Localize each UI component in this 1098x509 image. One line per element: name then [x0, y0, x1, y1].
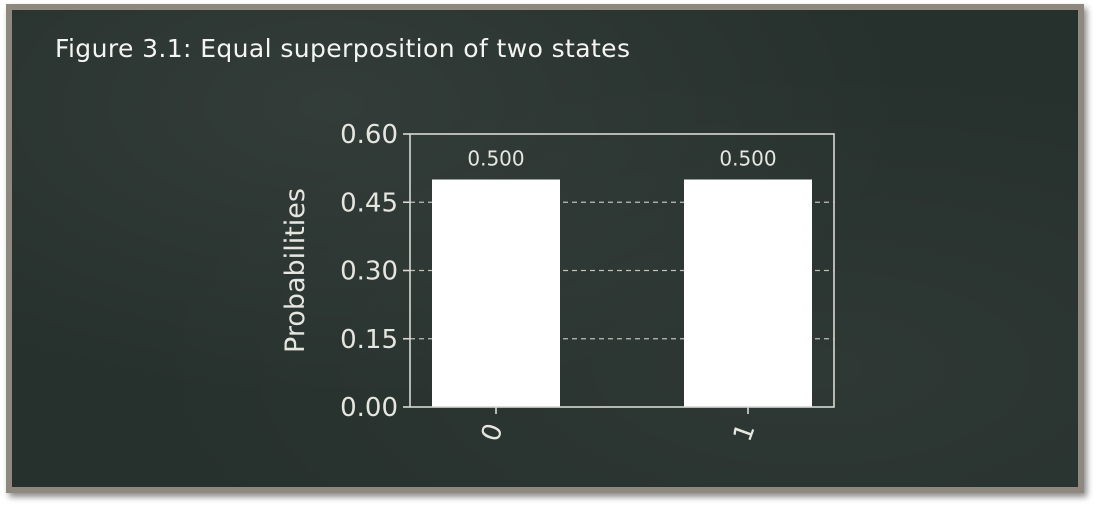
- bars: [432, 179, 812, 407]
- bar-1: [684, 179, 812, 407]
- chalkboard-frame: Figure 3.1: Equal superposition of two s…: [6, 4, 1084, 493]
- bar-value-labels: 0.500 0.500: [467, 147, 776, 171]
- y-tick-label: 0.00: [340, 393, 398, 423]
- y-tick-label: 0.45: [340, 188, 398, 218]
- bar-value-label: 0.500: [467, 147, 524, 171]
- bar-0: [432, 179, 560, 407]
- x-tick-label: 0: [476, 420, 510, 446]
- y-tick-label: 0.15: [340, 325, 398, 355]
- chalkboard: Figure 3.1: Equal superposition of two s…: [12, 10, 1078, 487]
- y-tick-label: 0.30: [340, 257, 398, 287]
- y-ticks: 0.00 0.15 0.30 0.45 0.60: [340, 120, 410, 423]
- y-axis-label: Probabilities: [280, 188, 311, 353]
- figure-caption: Figure 3.1: Equal superposition of two s…: [55, 34, 631, 63]
- y-tick-label: 0.60: [340, 120, 398, 150]
- x-tick-label: 1: [728, 420, 762, 446]
- bar-value-label: 0.500: [719, 147, 776, 171]
